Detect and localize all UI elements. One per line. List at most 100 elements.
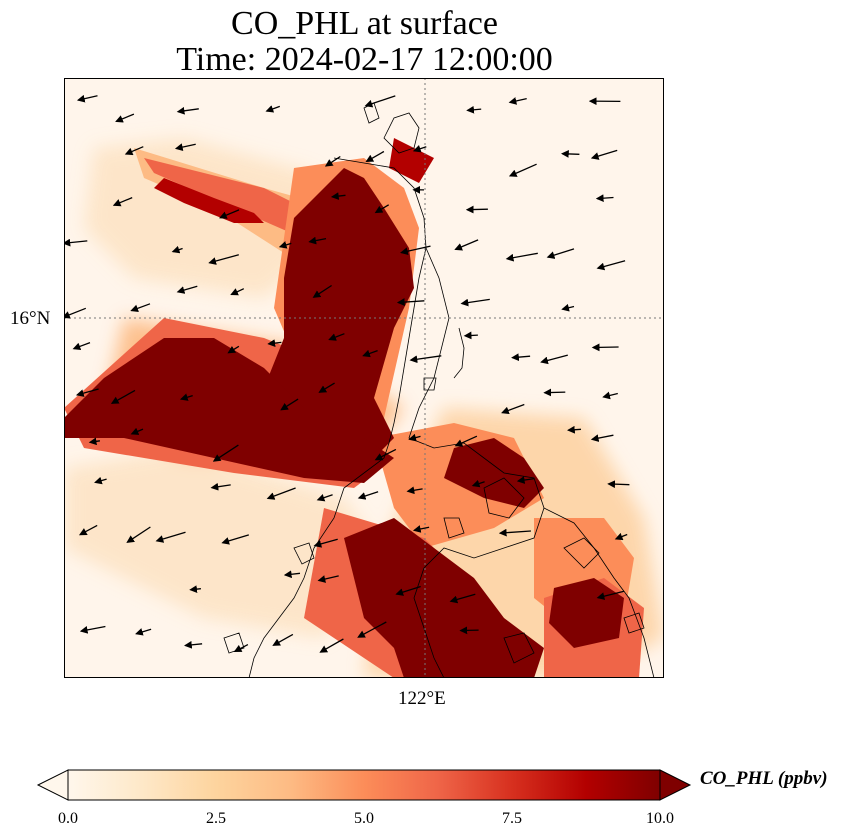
wind-arrow (79, 625, 106, 634)
wind-arrow (308, 236, 327, 245)
wind-arrow (130, 427, 144, 435)
wind-arrow (64, 307, 87, 319)
map-plot (64, 78, 664, 678)
wind-arrow (590, 434, 614, 442)
wind-arrow (614, 532, 628, 541)
wind-arrow (88, 437, 100, 446)
wind-arrow (466, 105, 482, 114)
colorbar-tick: 5.0 (354, 810, 374, 827)
wind-arrow (176, 106, 199, 115)
wind-arrow (171, 245, 183, 254)
wind-arrow (501, 403, 525, 415)
wind-arrow (72, 341, 91, 351)
wind-arrow (357, 491, 379, 500)
wind-arrow (540, 354, 568, 365)
wind-arrow (596, 260, 626, 271)
wind-arrow (511, 353, 531, 362)
wind-arrow (283, 570, 301, 579)
chart-title-line1: CO_PHL at surface (231, 5, 498, 42)
wind-arrow (316, 494, 333, 502)
wind-arrow (508, 97, 527, 105)
wind-arrow (374, 204, 390, 214)
wind-arrow (364, 95, 396, 108)
colorbar-tick: 10.0 (646, 810, 674, 827)
wind-arrow (454, 435, 478, 447)
colorbar-tick: 0.0 (58, 810, 78, 827)
wind-arrow (561, 150, 580, 158)
wind-arrow (78, 524, 98, 536)
wind-arrow (395, 585, 421, 596)
wind-arrow (272, 633, 294, 646)
wind-arrow (212, 444, 239, 462)
wind-arrow (174, 143, 196, 151)
colorbar-max-extend (659, 769, 692, 801)
wind-arrow (365, 150, 385, 163)
wind-arrow (508, 163, 537, 177)
wind-arrow (318, 382, 335, 393)
wind-arrow (595, 194, 614, 203)
wind-arrow (176, 285, 198, 294)
wind-arrow (328, 333, 345, 341)
wind-arrow (208, 254, 239, 265)
colorbar-min-extend (36, 769, 69, 801)
wind-arrow (227, 345, 240, 354)
wind-arrow (189, 585, 201, 593)
wind-arrow (210, 482, 231, 491)
wind-arrow (454, 239, 479, 251)
wind-arrow (94, 476, 107, 485)
wind-arrow (112, 197, 133, 207)
wind-arrow (230, 288, 245, 296)
wind-arrow (266, 487, 296, 500)
wind-arrow (412, 525, 430, 533)
wind-arrow (460, 298, 490, 307)
wind-arrow (396, 298, 425, 306)
gridlines (64, 78, 664, 678)
wind-arrow (317, 575, 339, 583)
concentration-field (64, 138, 664, 678)
wind-arrow (412, 145, 427, 153)
wind-arrow (76, 94, 98, 103)
wind-arrow (233, 644, 249, 653)
wind-arrow (115, 113, 135, 123)
wind-arrow (130, 303, 151, 313)
wind-arrow (602, 391, 618, 400)
wind-arrow (543, 388, 566, 397)
wind-arrow (265, 105, 281, 113)
colorbar-tick: 7.5 (502, 810, 522, 827)
wind-arrow (400, 245, 431, 255)
wind-arrow (184, 640, 203, 649)
colorbar-gradient (67, 769, 661, 801)
wind-arrow (362, 349, 378, 358)
wind-arrow (124, 146, 144, 156)
colorbar-label: CO_PHL (ppbv) (700, 768, 828, 789)
wind-arrow (324, 155, 341, 167)
map-frame (64, 78, 664, 678)
wind-arrow (516, 476, 535, 484)
wind-arrow (465, 205, 488, 214)
wind-arrow (409, 355, 442, 364)
wind-arrow (546, 248, 575, 259)
colorbar-tick: 2.5 (206, 810, 226, 827)
wind-arrow (607, 480, 630, 489)
wind-arrow (408, 433, 421, 442)
wind-arrow (591, 343, 619, 352)
wind-arrow (357, 621, 387, 638)
wind-arrow (155, 531, 186, 543)
wind-arrow (64, 238, 88, 247)
wind-arrow (313, 538, 338, 548)
wind-arrow (218, 209, 240, 219)
wind-arrow (498, 528, 531, 537)
wind-arrow (319, 638, 344, 653)
wind-vectors (64, 94, 630, 653)
wind-arrow (179, 393, 193, 401)
wind-arrow (221, 534, 249, 545)
wind-arrow (374, 448, 397, 461)
wind-arrow (596, 590, 625, 600)
chart-title-line2: Time: 2024-02-17 12:00:00 (176, 41, 553, 78)
longitude-label: 122°E (398, 688, 446, 709)
wind-arrow (110, 389, 136, 404)
wind-arrow (267, 339, 282, 347)
wind-arrow (449, 593, 476, 604)
wind-arrow (75, 388, 99, 397)
wind-arrow (471, 479, 485, 488)
